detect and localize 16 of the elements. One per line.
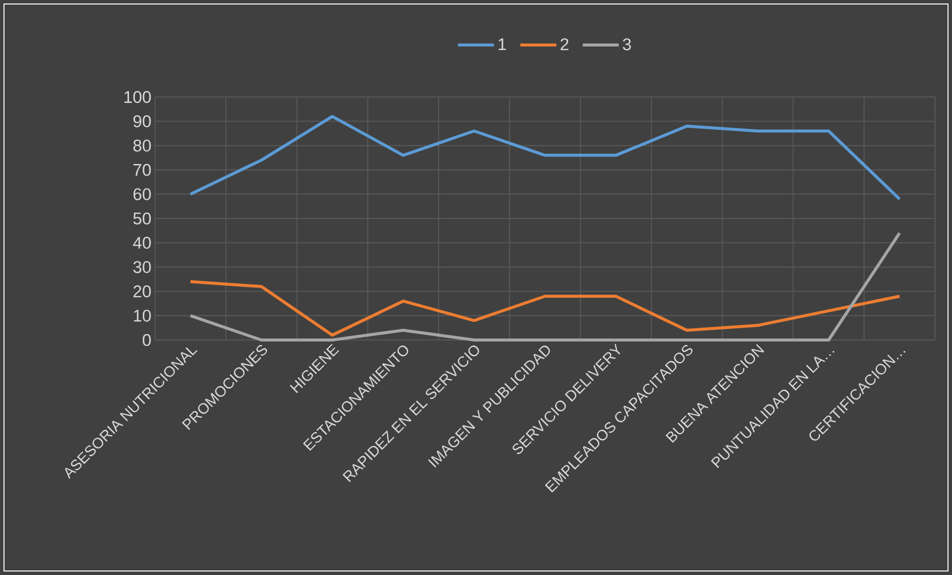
y-tick-label: 10 xyxy=(134,310,151,322)
legend-label: 3 xyxy=(622,38,631,50)
y-tick-label: 60 xyxy=(134,188,151,200)
y-tick-label: 0 xyxy=(142,334,151,346)
y-tick-label: 40 xyxy=(133,236,151,249)
y-tick-label: 30 xyxy=(133,261,151,274)
y-tick-label: 90 xyxy=(133,115,151,128)
line-series xyxy=(188,114,902,201)
y-tick-label: 50 xyxy=(133,212,151,224)
legend-label: 2 xyxy=(560,38,568,50)
y-tick-label: 80 xyxy=(133,140,151,152)
line-series xyxy=(188,280,902,337)
y-tick-label: 100 xyxy=(124,90,151,103)
y-tick-label: 20 xyxy=(134,285,151,298)
y-tick-label: 70 xyxy=(134,164,151,176)
legend-label: 1 xyxy=(498,38,506,50)
